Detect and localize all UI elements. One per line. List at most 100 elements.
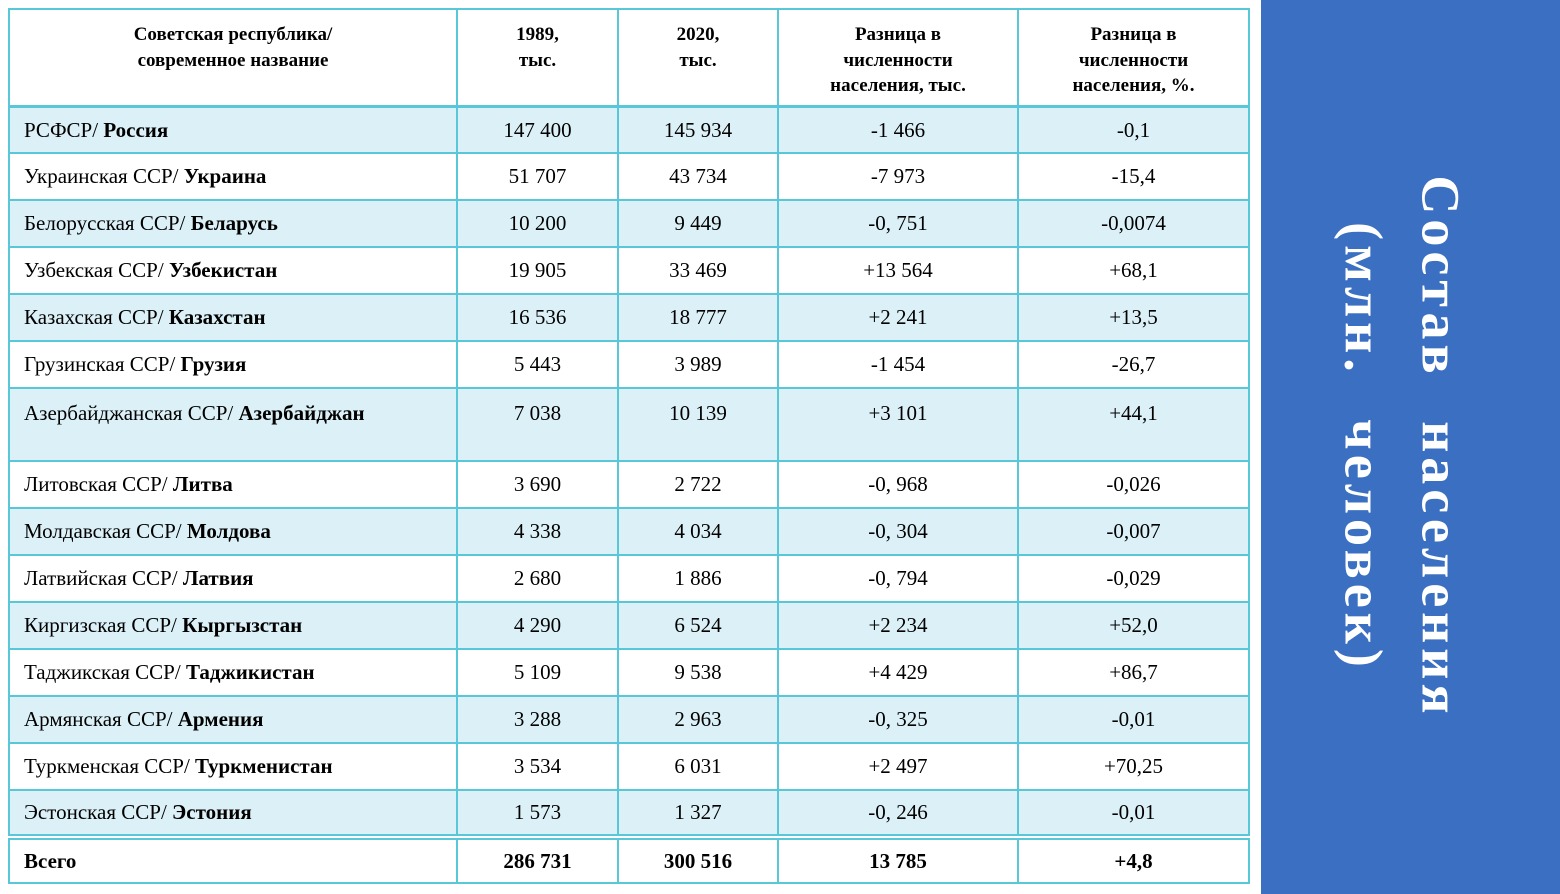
table-row: Белорусская ССР/ Беларусь 10 200 9 449 -… [8, 199, 1250, 249]
cell-diff-percent: +68,1 [1017, 246, 1250, 296]
table-row: Киргизская ССР/ Кыргызстан 4 290 6 524 +… [8, 601, 1250, 651]
republic-modern-name: Казахстан [168, 305, 266, 330]
cell-1989: 2 680 [456, 554, 619, 604]
cell-diff-percent: -0,026 [1017, 460, 1250, 510]
cell-2020: 33 469 [617, 246, 779, 296]
republic-soviet-name: Киргизская ССР/ [24, 613, 177, 638]
cell-2020: 9 538 [617, 648, 779, 698]
total-1989: 286 731 [456, 834, 619, 885]
cell-1989: 3 288 [456, 695, 619, 745]
table-row: Узбекская ССР/ Узбекистан 19 905 33 469 … [8, 246, 1250, 296]
republic-modern-name: Туркменистан [195, 754, 333, 779]
republic-cell: Молдавская ССР/ Молдова [8, 507, 458, 557]
col-header-diff-thousands: Разница в численности населения, тыс. [777, 7, 1019, 108]
table-row: Казахская ССР/ Казахстан 16 536 18 777 +… [8, 293, 1250, 343]
cell-diff-thousands: +2 241 [777, 293, 1019, 343]
republic-cell: Киргизская ССР/ Кыргызстан [8, 601, 458, 651]
cell-2020: 43 734 [617, 152, 779, 202]
cell-diff-percent: -0,1 [1017, 105, 1250, 155]
republic-soviet-name: Белорусская ССР/ [24, 211, 186, 236]
cell-diff-thousands: -0, 751 [777, 199, 1019, 249]
republic-soviet-name: Литовская ССР/ [24, 472, 168, 497]
republic-cell: Белорусская ССР/ Беларусь [8, 199, 458, 249]
cell-1989: 19 905 [456, 246, 619, 296]
cell-1989: 16 536 [456, 293, 619, 343]
col-header-2020: 2020, тыс. [617, 7, 779, 108]
cell-1989: 5 443 [456, 340, 619, 390]
republic-cell: Таджикская ССР/ Таджикистан [8, 648, 458, 698]
cell-2020: 2 963 [617, 695, 779, 745]
table-row: Таджикская ССР/ Таджикистан 5 109 9 538 … [8, 648, 1250, 698]
cell-diff-percent: +86,7 [1017, 648, 1250, 698]
table-body: РСФСР/ Россия 147 400 145 934 -1 466 -0,… [8, 105, 1250, 839]
cell-diff-percent: -0,007 [1017, 507, 1250, 557]
total-label: Всего [8, 834, 458, 885]
republic-modern-name: Литва [172, 472, 233, 497]
col-header-republic: Советская республика/ современное назван… [8, 7, 458, 108]
table-row: Грузинская ССР/ Грузия 5 443 3 989 -1 45… [8, 340, 1250, 390]
cell-diff-thousands: -0, 325 [777, 695, 1019, 745]
col-header-1989: 1989, тыс. [456, 7, 619, 108]
cell-1989: 51 707 [456, 152, 619, 202]
table-row: Эстонская ССР/ Эстония 1 573 1 327 -0, 2… [8, 789, 1250, 839]
cell-1989: 1 573 [456, 789, 619, 839]
republic-soviet-name: Узбекская ССР/ [24, 258, 164, 283]
cell-2020: 18 777 [617, 293, 779, 343]
cell-1989: 10 200 [456, 199, 619, 249]
cell-diff-thousands: +4 429 [777, 648, 1019, 698]
republic-cell: Украинская ССР/ Украина [8, 152, 458, 202]
sidebar: Состав населения (млн. человек) [1261, 0, 1560, 894]
cell-diff-thousands: +2 497 [777, 742, 1019, 792]
republic-soviet-name: РСФСР/ [24, 117, 99, 142]
republic-modern-name: Латвия [182, 566, 254, 591]
table-row: Украинская ССР/ Украина 51 707 43 734 -7… [8, 152, 1250, 202]
republic-cell: Литовская ССР/ Литва [8, 460, 458, 510]
table-row: Литовская ССР/ Литва 3 690 2 722 -0, 968… [8, 460, 1250, 510]
republic-soviet-name: Армянская ССР/ [24, 707, 173, 732]
cell-diff-thousands: -0, 794 [777, 554, 1019, 604]
cell-2020: 2 722 [617, 460, 779, 510]
cell-diff-percent: -0,01 [1017, 695, 1250, 745]
republic-soviet-name: Азербайджанская ССР/ [24, 401, 234, 426]
republic-modern-name: Кыргызстан [182, 613, 303, 638]
republic-soviet-name: Эстонская ССР/ [24, 800, 167, 825]
republic-cell: РСФСР/ Россия [8, 105, 458, 155]
total-2020: 300 516 [617, 834, 779, 885]
total-diff-thousands: 13 785 [777, 834, 1019, 885]
cell-diff-thousands: -0, 968 [777, 460, 1019, 510]
table-row: Армянская ССР/ Армения 3 288 2 963 -0, 3… [8, 695, 1250, 745]
cell-2020: 1 886 [617, 554, 779, 604]
cell-diff-percent: -0,0074 [1017, 199, 1250, 249]
population-table: Советская республика/ современное назван… [8, 7, 1250, 885]
republic-cell: Туркменская ССР/ Туркменистан [8, 742, 458, 792]
cell-diff-thousands: -0, 246 [777, 789, 1019, 839]
republic-modern-name: Эстония [172, 800, 252, 825]
cell-1989: 5 109 [456, 648, 619, 698]
republic-cell: Грузинская ССР/ Грузия [8, 340, 458, 390]
republic-modern-name: Россия [103, 117, 169, 142]
header-row: Советская республика/ современное назван… [8, 7, 1250, 108]
total-diff-percent: +4,8 [1017, 834, 1250, 885]
cell-2020: 6 524 [617, 601, 779, 651]
republic-modern-name: Грузия [180, 352, 247, 377]
cell-diff-percent: +13,5 [1017, 293, 1250, 343]
cell-diff-percent: +44,1 [1017, 387, 1250, 463]
republic-soviet-name: Украинская ССР/ [24, 164, 179, 189]
table-row: Туркменская ССР/ Туркменистан 3 534 6 03… [8, 742, 1250, 792]
cell-diff-thousands: +13 564 [777, 246, 1019, 296]
republic-modern-name: Таджикистан [185, 660, 315, 685]
republic-modern-name: Азербайджан [238, 401, 365, 426]
cell-2020: 6 031 [617, 742, 779, 792]
cell-2020: 9 449 [617, 199, 779, 249]
cell-2020: 4 034 [617, 507, 779, 557]
table-row: Молдавская ССР/ Молдова 4 338 4 034 -0, … [8, 507, 1250, 557]
cell-diff-thousands: +2 234 [777, 601, 1019, 651]
republic-modern-name: Украина [183, 164, 267, 189]
cell-diff-thousands: -0, 304 [777, 507, 1019, 557]
republic-modern-name: Молдова [186, 519, 271, 544]
cell-2020: 3 989 [617, 340, 779, 390]
republic-cell: Латвийская ССР/ Латвия [8, 554, 458, 604]
col-header-diff-percent: Разница в численности населения, %. [1017, 7, 1250, 108]
cell-diff-percent: -26,7 [1017, 340, 1250, 390]
